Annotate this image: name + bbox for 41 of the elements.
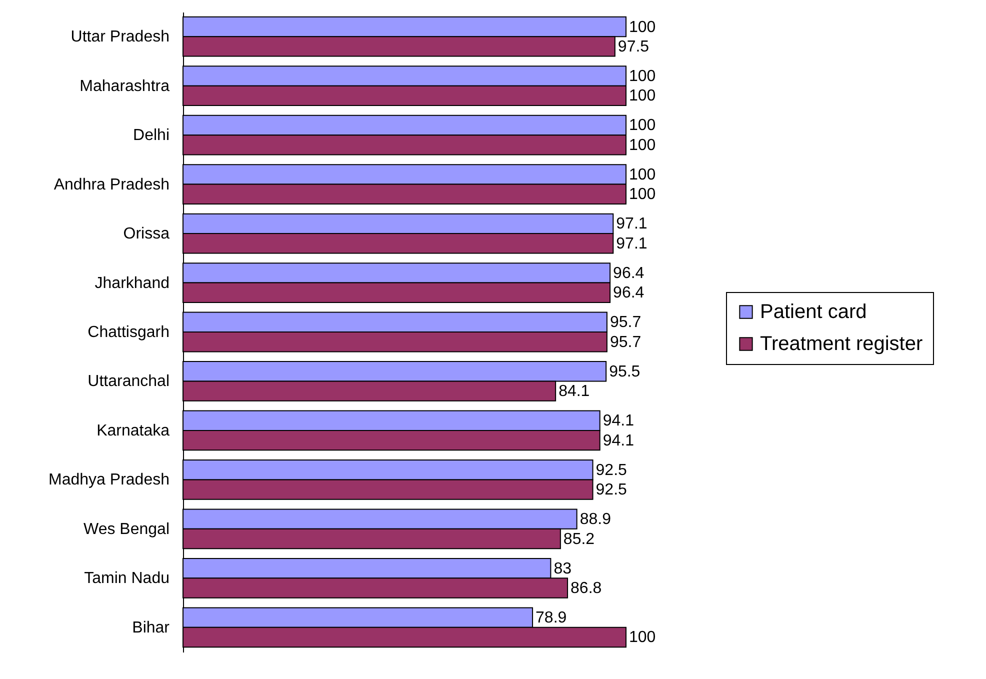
data-label: 100 xyxy=(629,166,656,184)
y-tick-label: Chattisgarh xyxy=(88,324,170,341)
data-label: 100 xyxy=(629,88,656,105)
data-label: 100 xyxy=(629,186,656,204)
y-tick-label: Tamin Nadu xyxy=(84,570,170,588)
y-tick-label: Andhra Pradesh xyxy=(54,176,170,194)
y-tick-label: Bihar xyxy=(132,619,170,636)
legend-label: Treatment register xyxy=(760,333,923,355)
data-label: 95.7 xyxy=(610,314,642,332)
data-label: 100 xyxy=(629,629,656,646)
data-label: 100 xyxy=(629,18,656,36)
data-label: 94.1 xyxy=(602,432,634,450)
data-label: 96.4 xyxy=(613,284,644,302)
data-label: 86.8 xyxy=(570,580,602,597)
data-label: 96.4 xyxy=(613,264,644,282)
data-label: 97.1 xyxy=(616,216,648,233)
data-label: 95.5 xyxy=(609,363,640,380)
data-label: 78.9 xyxy=(536,610,567,627)
data-label: 100 xyxy=(629,68,656,85)
y-tick-label: Uttaranchal xyxy=(88,373,170,390)
legend-label: Patient card xyxy=(760,301,867,323)
y-tick-label: Karnataka xyxy=(96,422,170,440)
data-label: 92.5 xyxy=(596,462,628,479)
y-tick-label: Madhya Pradesh xyxy=(48,472,170,489)
data-label: 97.1 xyxy=(616,235,648,252)
y-tick-label: Uttar Pradesh xyxy=(70,28,170,46)
y-tick-label: Delhi xyxy=(133,127,170,144)
y-tick-label: Orissa xyxy=(123,226,170,243)
data-label: 94.1 xyxy=(602,412,634,430)
data-label: 97.5 xyxy=(618,38,650,56)
y-tick-label: Wes Bengal xyxy=(84,520,170,538)
data-label: 100 xyxy=(629,136,656,154)
data-label: 92.5 xyxy=(596,482,628,499)
y-tick-label: Maharashtra xyxy=(80,78,170,95)
data-label: 85.2 xyxy=(563,530,595,548)
y-tick-label: Jharkhand xyxy=(94,274,170,292)
data-label: 84.1 xyxy=(558,383,590,400)
data-label: 100 xyxy=(629,117,656,134)
data-label: 83 xyxy=(554,560,572,578)
data-label: 88.9 xyxy=(580,511,612,528)
data-label: 95.7 xyxy=(610,334,642,351)
